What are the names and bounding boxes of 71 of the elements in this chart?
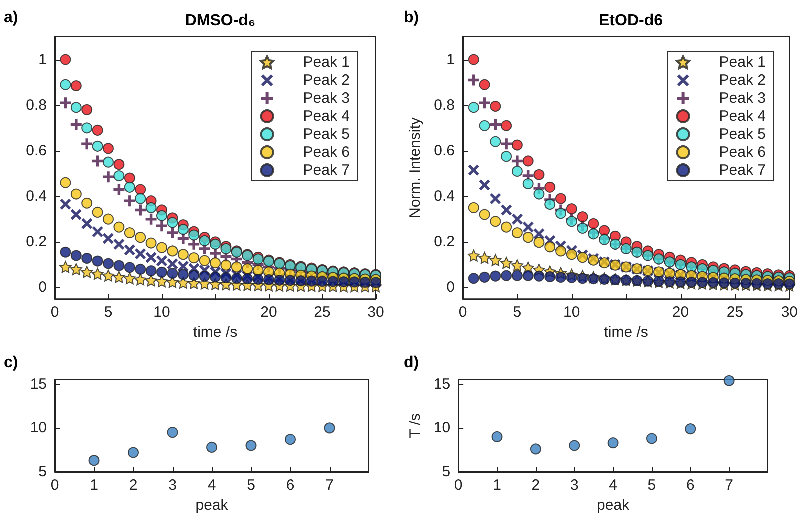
x-tick-label: 2 xyxy=(129,477,138,494)
legend-label: Peak 5 xyxy=(303,126,350,143)
legend-label: Peak 1 xyxy=(303,54,350,71)
legend-label: Peak 5 xyxy=(719,126,766,143)
y-tick-label: 0.2 xyxy=(26,234,47,251)
y-tick-label: 0.2 xyxy=(434,234,455,251)
legend-label: Peak 4 xyxy=(303,108,350,125)
y-tick-label: 1 xyxy=(38,51,47,68)
legend-label: Peak 6 xyxy=(719,144,766,161)
y-tick-label: 10 xyxy=(434,420,451,437)
y-tick-label: 0.8 xyxy=(26,96,47,114)
x-tick-label: 10 xyxy=(154,304,170,322)
x-axis-title: peak xyxy=(196,496,229,514)
chart-title: EtOD-d6 xyxy=(599,12,664,30)
y-tick-label: 15 xyxy=(30,376,47,393)
x-tick-label: 7 xyxy=(326,477,334,494)
x-tick-label: 5 xyxy=(247,477,256,494)
y-tick-label: 15 xyxy=(434,376,451,393)
x-tick-label: 1 xyxy=(493,477,502,494)
x-tick-label: 10 xyxy=(564,304,580,322)
y-tick-label: 0.6 xyxy=(434,142,455,160)
text: d) xyxy=(404,354,420,372)
y-axis-title: Norm. Intensity xyxy=(407,117,424,218)
legend-label: Peak 3 xyxy=(719,90,766,107)
y-tick-label: 0.4 xyxy=(434,188,455,206)
y-tick-label: 1 xyxy=(446,51,455,68)
y-tick-label: 0 xyxy=(446,279,455,296)
legend-label: Peak 7 xyxy=(303,162,350,179)
y-tick-label: 5 xyxy=(38,464,47,480)
x-tick-label: 3 xyxy=(570,477,579,494)
x-tick-label: 25 xyxy=(314,304,331,322)
text: b) xyxy=(404,10,420,26)
legend-label: Peak 3 xyxy=(303,90,350,107)
x-tick-label: 0 xyxy=(458,304,468,322)
x-tick-label: 30 xyxy=(781,304,798,322)
legend-label: Peak 1 xyxy=(719,54,766,71)
x-tick-label: 2 xyxy=(532,477,540,494)
x-tick-label: 6 xyxy=(286,477,295,494)
y-tick-label: 0 xyxy=(38,279,47,296)
x-tick-label: 20 xyxy=(672,304,690,322)
x-tick-label: 3 xyxy=(168,477,177,494)
chart-title: DMSO-d₆ xyxy=(185,12,256,30)
x-tick-label: 0 xyxy=(50,477,60,494)
legend-label: Peak 7 xyxy=(719,162,766,179)
y-tick-label: 0.6 xyxy=(26,142,47,160)
y-tick-label: 0.4 xyxy=(26,188,47,206)
x-tick-label: 5 xyxy=(104,304,113,322)
x-tick-label: 5 xyxy=(648,477,656,494)
x-axis-title: time /s xyxy=(193,324,238,341)
x-tick-label: 7 xyxy=(725,477,734,494)
text: c) xyxy=(4,354,18,372)
y-tick-label: 0.8 xyxy=(434,96,455,114)
x-tick-label: 30 xyxy=(368,304,384,322)
legend-label: Peak 4 xyxy=(719,108,766,125)
x-axis-title: time /s xyxy=(604,324,648,341)
text: a) xyxy=(4,10,18,26)
x-tick-label: 4 xyxy=(609,477,618,494)
x-tick-label: 25 xyxy=(726,304,744,322)
x-tick-label: 6 xyxy=(686,477,695,494)
x-tick-label: 0 xyxy=(50,304,60,322)
y-tick-label: 10 xyxy=(30,420,47,437)
x-tick-label: 5 xyxy=(513,304,522,322)
legend-label: Peak 6 xyxy=(303,144,350,161)
y-axis-title: T /s xyxy=(407,414,424,438)
y-tick-label: 5 xyxy=(442,464,451,480)
legend-label: Peak 2 xyxy=(303,72,350,89)
x-tick-label: 1 xyxy=(90,477,98,494)
x-tick-label: 20 xyxy=(260,304,278,322)
legend-label: Peak 2 xyxy=(719,72,766,89)
x-tick-label: 4 xyxy=(208,477,216,494)
x-axis-title: peak xyxy=(597,496,630,514)
